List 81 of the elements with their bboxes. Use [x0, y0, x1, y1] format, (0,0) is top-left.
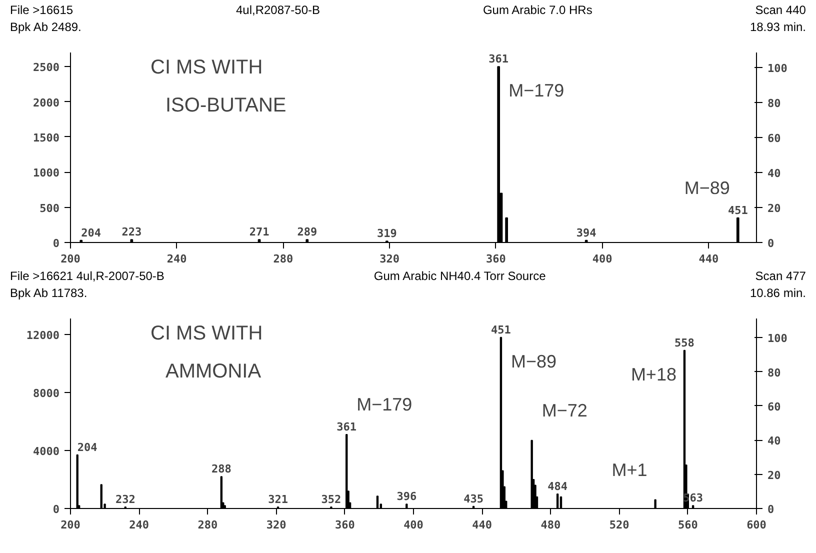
y2-tick-label: 100 [768, 62, 788, 75]
x-tick-label: 320 [380, 252, 400, 266]
x-tick-label: 440 [698, 252, 719, 266]
text: Scan 477 [755, 268, 806, 285]
x-tick-label: 200 [60, 518, 80, 532]
text: Gum Arabic 7.0 HRs [482, 2, 592, 19]
annotation: M−89 [510, 351, 556, 372]
x-tick-label: 280 [198, 518, 218, 532]
annotation: 223 [122, 226, 142, 239]
annotation: 289 [297, 226, 318, 239]
annotation: 319 [376, 227, 397, 240]
text: Scan 440 [755, 2, 806, 19]
x-tick-label: 280 [273, 252, 294, 266]
x-tick-label: 600 [746, 518, 766, 532]
y2-tick-label: 20 [768, 468, 781, 482]
annotation: 361 [336, 420, 357, 434]
x-tick-label: 360 [334, 518, 355, 532]
y-tick-label: 0 [52, 503, 60, 516]
annotation: 204 [77, 440, 98, 454]
annotation: M−179 [356, 394, 412, 415]
y2-tick-label: 0 [768, 503, 774, 516]
y2-tick-label: 20 [768, 202, 781, 215]
y-tick-label: 1000 [33, 166, 60, 180]
y2-tick-label: 40 [768, 166, 781, 180]
x-tick-label: 440 [472, 518, 492, 532]
x-tick-label: 200 [60, 252, 80, 266]
text: Bpk Ab 2489. [10, 19, 82, 36]
x-tick-label: 240 [129, 518, 150, 532]
y-tick-label: 1500 [33, 131, 60, 144]
annotation: 352 [321, 493, 342, 506]
y2-tick-label: 60 [768, 400, 781, 414]
y-tick-label: 8000 [33, 386, 60, 400]
text: Bpk Ab 11783. [10, 285, 88, 302]
chart-title: CI MS WITH [150, 322, 263, 344]
x-tick-label: 400 [592, 252, 612, 266]
annotation: 451 [491, 323, 512, 336]
annotation: 321 [268, 493, 288, 506]
annotation: M−179 [508, 80, 564, 101]
x-tick-label: 400 [404, 518, 424, 532]
y2-tick-label: 80 [768, 96, 781, 110]
x-tick-label: 240 [166, 252, 187, 266]
y2-tick-label: 60 [768, 132, 781, 145]
annotation: M−72 [542, 400, 588, 420]
annotation: M+18 [630, 364, 676, 384]
text: ISO-BUTANE [166, 94, 286, 116]
y2-tick-label: 80 [768, 366, 781, 380]
y2-tick-label: 100 [768, 332, 788, 346]
x-tick-label: 480 [540, 518, 561, 532]
text: 18.93 min. [750, 19, 806, 36]
annotation: 558 [674, 336, 694, 350]
y-tick-label: 0 [52, 237, 60, 250]
annotation: 361 [488, 52, 509, 66]
annotation: 204 [81, 226, 102, 240]
x-tick-label: 560 [678, 518, 698, 532]
annotation: M+1 [612, 460, 648, 480]
annotation: 394 [576, 226, 597, 240]
y-tick-label: 2500 [33, 61, 60, 74]
y2-tick-label: 40 [768, 434, 781, 448]
y-tick-label: 12000 [26, 328, 60, 342]
text: 4ul,R2087-50-B [236, 2, 320, 19]
annotation: M−89 [684, 178, 730, 198]
y-tick-label: 4000 [33, 444, 60, 458]
annotation: 396 [396, 490, 417, 504]
annotation: 435 [464, 492, 484, 506]
x-tick-label: 320 [266, 518, 286, 532]
text: File >16621 4ul,R-2007-50-B [10, 268, 164, 285]
chart-title: CI MS WITH [150, 56, 263, 78]
text: Gum Arabic NH40.4 Torr Source [374, 268, 546, 285]
text: 10.86 min. [750, 285, 806, 302]
text: File >16615 [10, 2, 74, 19]
y-tick-label: 2000 [33, 96, 60, 110]
annotation: 451 [728, 204, 748, 217]
text: AMMONIA [166, 360, 262, 382]
annotation: 484 [548, 480, 568, 493]
x-tick-label: 520 [609, 518, 630, 532]
annotation: 271 [249, 226, 270, 239]
x-tick-label: 360 [486, 252, 506, 266]
annotation: 288 [211, 462, 232, 476]
y-tick-label: 500 [40, 202, 60, 215]
annotation: 232 [115, 493, 136, 506]
y2-tick-label: 0 [768, 237, 774, 250]
